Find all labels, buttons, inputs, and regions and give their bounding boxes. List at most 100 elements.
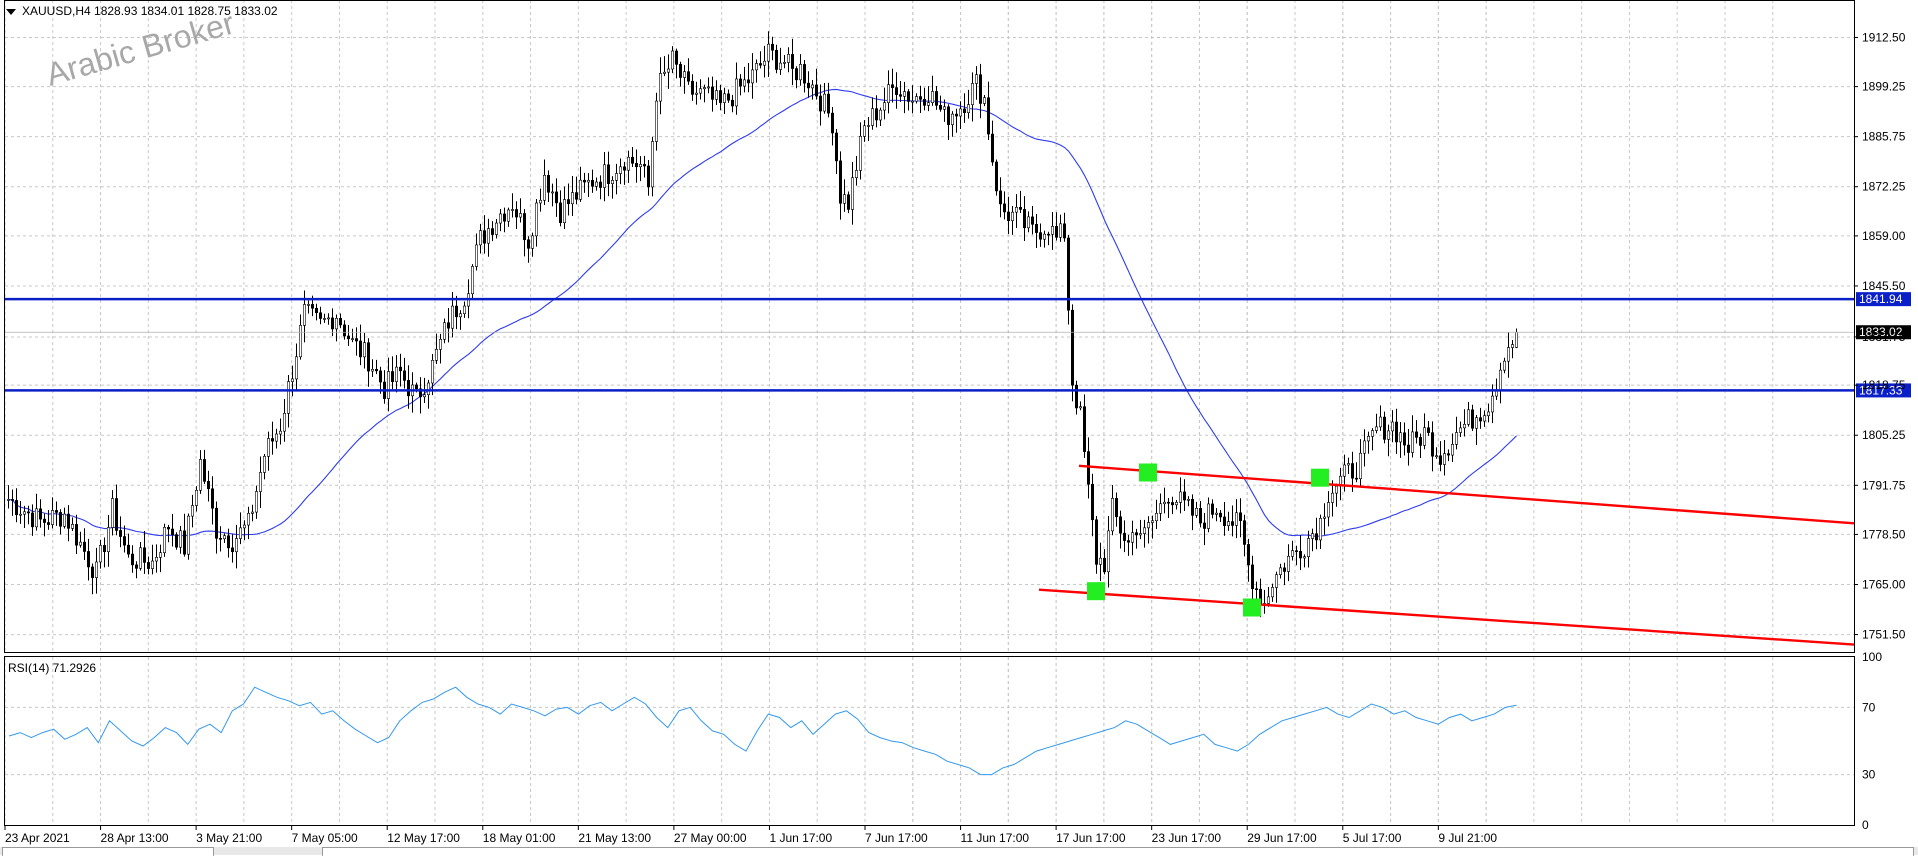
candle-body — [1231, 521, 1235, 526]
candle-body — [830, 112, 834, 134]
candle-body — [434, 349, 438, 361]
swing-marker — [1087, 582, 1105, 601]
y-tick-label: 1912.50 — [1862, 30, 1906, 44]
candle-body — [1411, 431, 1415, 453]
candle-body — [406, 380, 410, 397]
scroll-strip[interactable] — [322, 847, 1914, 856]
y-tick-label: 1765.00 — [1862, 578, 1906, 592]
candle-body — [1018, 206, 1022, 210]
candle-body — [534, 202, 538, 237]
candle-body — [1063, 223, 1067, 239]
candle-body — [746, 79, 750, 84]
candle-body — [1235, 512, 1239, 526]
candle-body — [670, 50, 674, 70]
y-tick-label: 1859.00 — [1862, 229, 1906, 243]
channel-lower-line[interactable] — [1038, 588, 1855, 646]
candle-body — [258, 472, 262, 492]
candle-body — [522, 213, 526, 241]
candle-body — [1323, 516, 1327, 519]
candle-body — [602, 164, 606, 188]
candle-body — [135, 564, 139, 569]
candle-body — [506, 209, 510, 222]
candle-body — [1507, 347, 1511, 362]
candle-body — [1027, 216, 1031, 229]
candle-body — [1239, 512, 1243, 522]
candle-body — [1387, 430, 1391, 440]
candle-body — [1167, 501, 1171, 504]
candle-body — [898, 94, 902, 97]
candle-body — [1383, 416, 1387, 440]
chart-tab[interactable] — [2, 847, 214, 856]
candle-body — [1395, 421, 1399, 443]
candle-body — [1327, 502, 1331, 518]
candle-body — [1315, 533, 1319, 541]
candle-body — [910, 100, 914, 103]
candle-body — [1391, 421, 1395, 432]
candle-body — [195, 489, 199, 506]
candle-body — [402, 370, 406, 381]
candle-body — [766, 43, 770, 62]
candle-body — [199, 459, 203, 491]
candle-body — [1131, 532, 1135, 543]
candle-body — [518, 213, 522, 218]
x-tick-label: 23 Apr 2021 — [5, 831, 70, 845]
candle-body — [1006, 211, 1010, 221]
candle-body — [622, 166, 626, 171]
x-tick-label: 3 May 21:00 — [196, 831, 262, 845]
candle-body — [570, 192, 574, 205]
bottom-tab-bar — [0, 847, 1918, 856]
candle-body — [958, 108, 962, 117]
candle-body — [115, 498, 119, 531]
channel-upper-line[interactable] — [1078, 464, 1855, 525]
candle-body — [666, 68, 670, 73]
candle-body — [38, 508, 42, 520]
candle-body — [191, 505, 195, 517]
dropdown-arrow-icon[interactable] — [6, 9, 16, 15]
candle-body — [318, 312, 322, 319]
candle-body — [366, 342, 370, 372]
candle-body — [1343, 464, 1347, 477]
candle-body — [1515, 331, 1519, 348]
candle-body — [854, 170, 858, 179]
candle-body — [998, 190, 1002, 205]
candle-body — [147, 562, 151, 569]
candle-body — [654, 100, 658, 142]
candle-body — [231, 547, 235, 553]
candle-body — [462, 305, 466, 315]
candle-body — [698, 88, 702, 94]
candle-body — [874, 108, 878, 121]
x-tick-label: 7 May 05:00 — [292, 831, 358, 845]
y-tick-label: 1872.25 — [1862, 180, 1906, 194]
candle-body — [702, 87, 706, 90]
x-tick-label: 28 Apr 13:00 — [101, 831, 169, 845]
candle-body — [1151, 520, 1155, 523]
candle-body — [330, 317, 334, 330]
moving-average-line — [8, 88, 1517, 537]
candle-body — [1415, 431, 1419, 438]
candle-body — [243, 524, 247, 529]
x-tick-label: 1 Jun 17:00 — [769, 831, 832, 845]
candle-body — [982, 97, 986, 104]
candle-body — [46, 522, 50, 525]
y-tick-label: 1899.25 — [1862, 80, 1906, 94]
candle-body — [442, 322, 446, 340]
candle-body — [314, 307, 318, 314]
current-price-label: 1833.02 — [1859, 325, 1903, 339]
x-tick-label: 23 Jun 17:00 — [1152, 831, 1222, 845]
candle-body — [894, 87, 898, 95]
candle-body — [798, 64, 802, 81]
candle-body — [1423, 427, 1427, 446]
candle-body — [227, 535, 231, 549]
candle-body — [1499, 369, 1503, 391]
candle-body — [694, 92, 698, 95]
candle-body — [426, 382, 430, 396]
candle-body — [862, 125, 866, 137]
candle-body — [95, 561, 99, 578]
rsi-tick-label: 0 — [1862, 818, 1869, 832]
rsi-tick-label: 70 — [1862, 700, 1876, 714]
candle-body — [1075, 384, 1079, 409]
candle-body — [338, 318, 342, 326]
candle-body — [1359, 452, 1363, 480]
candle-body — [1319, 518, 1323, 541]
